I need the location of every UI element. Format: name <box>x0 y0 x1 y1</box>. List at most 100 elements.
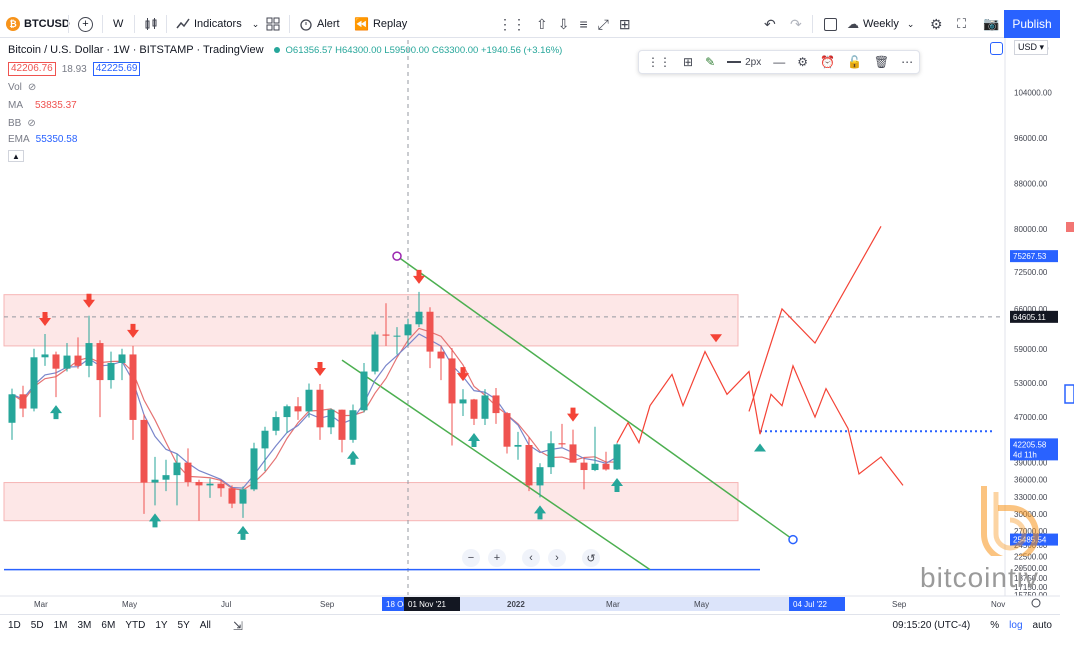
candle-body[interactable] <box>63 355 71 369</box>
candle-body[interactable] <box>173 462 181 476</box>
candle-body[interactable] <box>140 419 148 483</box>
candle-body[interactable] <box>426 311 434 352</box>
candle-body[interactable] <box>41 354 49 358</box>
candle-body[interactable] <box>206 483 214 486</box>
buy-price[interactable]: 42225.69 <box>92 62 141 76</box>
candle-body[interactable] <box>85 343 93 366</box>
candle-body[interactable] <box>393 335 401 337</box>
candle-body[interactable] <box>19 394 27 409</box>
candle-body[interactable] <box>107 362 115 381</box>
chevron-up-icon[interactable]: ▲ <box>8 150 24 162</box>
candle-body[interactable] <box>52 354 60 369</box>
range-all[interactable]: All <box>199 620 211 631</box>
candle-body[interactable] <box>338 409 346 440</box>
candle-body[interactable] <box>514 444 522 447</box>
channel-lower-line[interactable] <box>341 359 651 571</box>
eye-hidden-icon[interactable]: ⊘ <box>27 118 36 129</box>
template-icon[interactable]: ⊞ <box>683 55 694 69</box>
candle-body[interactable] <box>580 462 588 471</box>
channel-upper-line[interactable] <box>396 255 794 541</box>
candle-body[interactable] <box>492 395 500 414</box>
scale-lock-icon[interactable] <box>990 42 1003 55</box>
candle-body[interactable] <box>261 430 269 449</box>
replay-button[interactable]: ⏪ Replay <box>354 13 407 35</box>
projection-path-up[interactable] <box>748 226 882 412</box>
candle-body[interactable] <box>415 311 423 325</box>
candle-body[interactable] <box>184 462 192 482</box>
range-3m[interactable]: 3M <box>77 620 92 631</box>
arrow-down-icon[interactable]: ⇩ <box>557 15 570 32</box>
drag-handle-icon[interactable]: ⋮⋮ <box>498 15 526 32</box>
fullscreen-button[interactable]: ⛶ <box>957 13 966 35</box>
range-5d[interactable]: 5D <box>30 620 44 631</box>
line-style-icon[interactable]: — <box>773 55 786 69</box>
candle-body[interactable] <box>96 343 104 381</box>
zoom-in-icon[interactable]: + <box>488 549 506 567</box>
layouts-button[interactable] <box>266 13 280 35</box>
compare-button[interactable]: + <box>78 13 93 35</box>
candle-body[interactable] <box>74 355 82 366</box>
projection-path[interactable] <box>616 350 904 486</box>
candle-body[interactable] <box>129 354 137 420</box>
candle-body[interactable] <box>371 334 379 372</box>
legend-collapse[interactable]: ▲ <box>8 150 24 162</box>
scroll-right-icon[interactable]: › <box>548 549 566 567</box>
gear-icon[interactable] <box>1031 598 1041 608</box>
goto-date-icon[interactable]: ⇲ <box>232 618 243 633</box>
clock[interactable]: 09:15:20 (UTC-4) <box>892 620 971 631</box>
scroll-left-icon[interactable]: ‹ <box>522 549 540 567</box>
candle-body[interactable] <box>536 467 544 486</box>
range-1y[interactable]: 1Y <box>155 620 168 631</box>
pencil-color-icon[interactable]: ✎ <box>705 55 716 69</box>
auto-toggle[interactable]: auto <box>1032 620 1052 631</box>
range-1m[interactable]: 1M <box>53 620 68 631</box>
candle-body[interactable] <box>360 371 368 411</box>
candle-body[interactable] <box>349 410 357 440</box>
candle-body[interactable] <box>316 389 324 428</box>
gear-icon[interactable]: ⚙ <box>797 55 809 69</box>
candle-body[interactable] <box>459 399 467 404</box>
undo-button[interactable]: ↶ <box>764 13 776 35</box>
candle-body[interactable] <box>8 394 16 423</box>
range-ytd[interactable]: YTD <box>125 620 146 631</box>
indicators-button[interactable]: Indicators ⌄ <box>176 13 259 35</box>
candle-body[interactable] <box>151 479 159 483</box>
interval-button[interactable]: W <box>113 13 123 35</box>
line-width-button[interactable]: 2px <box>727 57 761 68</box>
chart-type-button[interactable] <box>144 13 158 35</box>
drag-handle-icon[interactable]: ⋮⋮ <box>647 55 671 69</box>
candle-body[interactable] <box>228 488 236 504</box>
channel-anchor-start[interactable] <box>392 251 402 261</box>
candle-body[interactable] <box>239 489 247 504</box>
lock-icon[interactable]: 🔓 <box>846 55 862 69</box>
candle-body[interactable] <box>250 448 258 490</box>
candle-body[interactable] <box>481 395 489 419</box>
snapshot-button[interactable]: 📷 <box>983 13 999 35</box>
candle-body[interactable] <box>30 357 38 409</box>
candle-body[interactable] <box>591 463 599 471</box>
range-6m[interactable]: 6M <box>101 620 116 631</box>
range-5y[interactable]: 5Y <box>177 620 190 631</box>
arrow-up-icon[interactable]: ⇧ <box>536 15 548 32</box>
candle-body[interactable] <box>162 475 170 480</box>
lines-icon[interactable]: ≡ <box>579 16 588 32</box>
grid-icon[interactable]: ⊞ <box>618 15 631 32</box>
settings-button[interactable]: ⚙ <box>930 13 943 35</box>
alert-add-icon[interactable]: ⏰ <box>820 55 835 69</box>
candle-body[interactable] <box>547 443 555 468</box>
redo-button[interactable]: ↷ <box>790 13 802 35</box>
alert-button[interactable]: Alert <box>299 13 340 35</box>
candle-body[interactable] <box>305 389 313 412</box>
sell-price[interactable]: 42206.76 <box>8 62 56 76</box>
publish-button[interactable]: Publish <box>1004 10 1060 38</box>
candle-body[interactable] <box>448 358 456 404</box>
range-1d[interactable]: 1D <box>8 620 21 631</box>
candle-body[interactable] <box>118 354 126 363</box>
candle-body[interactable] <box>382 334 390 336</box>
more-icon[interactable]: ⋯ <box>901 55 914 69</box>
candle-body[interactable] <box>602 463 610 470</box>
currency-selector[interactable]: USD ▾ <box>1014 40 1049 55</box>
zoom-out-icon[interactable]: − <box>462 549 480 567</box>
trash-icon[interactable]: 🗑 <box>873 55 890 69</box>
